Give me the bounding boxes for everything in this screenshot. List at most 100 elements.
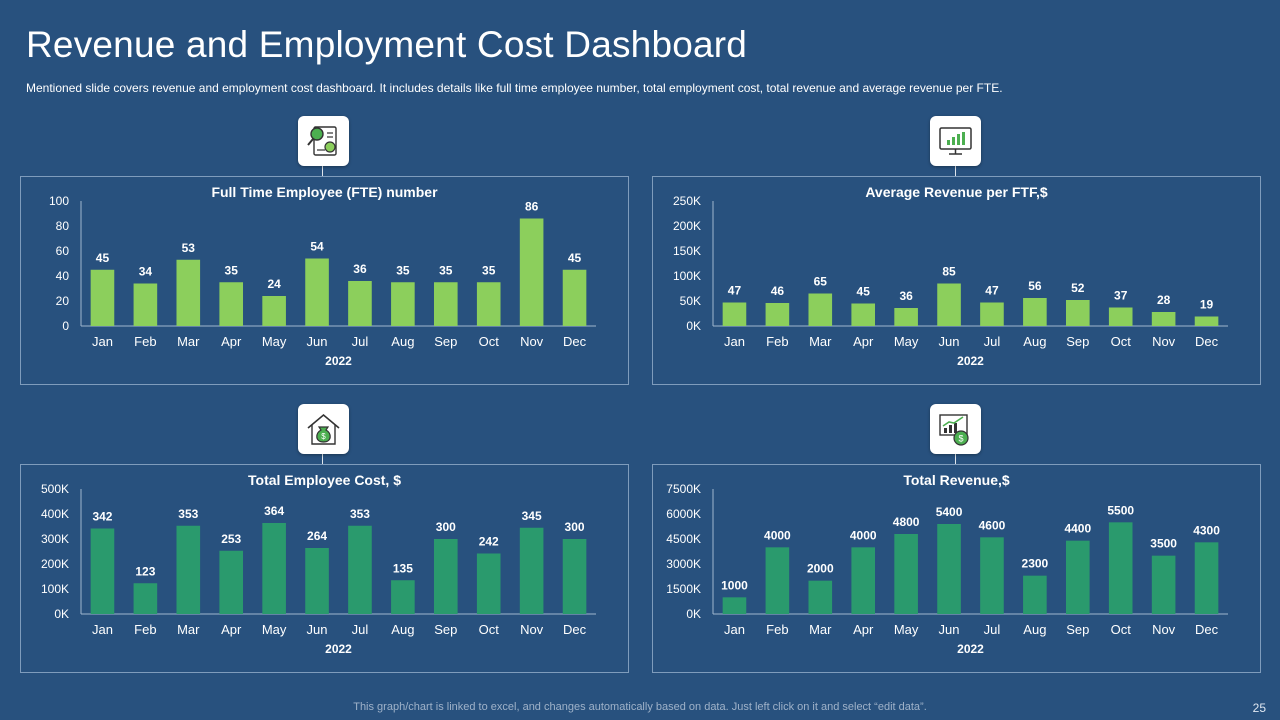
chart-panel-avg-revenue: Average Revenue per FTF,$ 0K 50K 100K 150K 20… (652, 176, 1261, 385)
bar (391, 580, 415, 614)
x-tick-label: Aug (391, 334, 414, 349)
data-label: 24 (267, 277, 281, 291)
data-label: 3500 (1150, 537, 1177, 551)
icon-connector (322, 454, 323, 465)
y-tick-label: 3000K (666, 557, 701, 571)
data-label: 123 (135, 564, 155, 578)
data-label: 35 (482, 263, 496, 277)
bar (519, 218, 544, 326)
x-tick-label: Aug (1023, 622, 1046, 637)
data-label: 37 (1114, 289, 1128, 303)
data-label: 34 (139, 265, 153, 279)
bar (937, 283, 961, 326)
data-label: 35 (396, 263, 410, 277)
chart-panel-total-revenue: Total Revenue,$ 0K 1500K 3000K 4500K 6000K 750… (652, 464, 1261, 673)
x-tick-label: Oct (479, 622, 500, 637)
bar (476, 282, 501, 326)
x-tick-label: Jan (724, 334, 745, 349)
bar (894, 534, 918, 614)
x-tick-label: May (894, 334, 919, 349)
bar (219, 550, 244, 614)
x-tick-label: Aug (1023, 334, 1046, 349)
x-tick-label: Feb (134, 622, 156, 637)
y-tick-label: 200K (673, 219, 701, 233)
x-tick-label: Nov (1152, 622, 1176, 637)
data-label: 85 (942, 265, 956, 279)
bar (433, 539, 458, 614)
bar (1023, 298, 1047, 326)
bar (90, 528, 115, 614)
bar (133, 283, 158, 326)
bar (980, 302, 1004, 326)
bar (722, 597, 747, 614)
x-tick-label: Apr (853, 334, 874, 349)
y-tick-label: 100 (49, 194, 69, 208)
x-tick-label: Feb (766, 622, 788, 637)
bar (1065, 300, 1090, 326)
chart-title: Full Time Employee (FTE) number (211, 184, 438, 200)
svg-text:$: $ (321, 432, 326, 441)
x-tick-label: Aug (391, 622, 414, 637)
data-label: 52 (1071, 281, 1085, 295)
y-tick-label: 0K (54, 607, 69, 621)
data-label: 4800 (893, 515, 920, 529)
bar (262, 523, 286, 614)
bar (305, 258, 329, 326)
data-label: 253 (221, 532, 241, 546)
data-label: 54 (310, 240, 324, 254)
icon-connector (955, 166, 956, 177)
y-tick-label: 250K (673, 194, 701, 208)
bar (391, 282, 415, 326)
bar (765, 303, 790, 326)
data-label: 135 (393, 561, 413, 575)
bar (1151, 312, 1176, 326)
bar (1023, 575, 1047, 614)
icon-connector (955, 454, 956, 465)
y-tick-label: 7500K (666, 482, 701, 496)
x-tick-label: Jun (307, 334, 328, 349)
data-label: 5500 (1107, 503, 1134, 517)
data-label: 47 (985, 284, 999, 298)
x-axis-label: 2022 (957, 354, 984, 368)
y-tick-label: 300K (41, 532, 69, 546)
data-label: 86 (525, 200, 539, 214)
data-label: 45 (857, 285, 871, 299)
data-label: 35 (225, 263, 239, 277)
chart-title: Average Revenue per FTF,$ (865, 184, 1048, 200)
footer-note: This graph/chart is linked to excel, and… (353, 701, 927, 713)
bar (1065, 540, 1090, 614)
bar (808, 580, 833, 614)
x-tick-label: Jul (984, 334, 1001, 349)
data-label: 47 (728, 284, 742, 298)
y-tick-label: 400K (41, 507, 69, 521)
bar (348, 281, 372, 326)
x-tick-label: May (894, 622, 919, 637)
analytics-report-icon (298, 116, 349, 166)
bar (1108, 522, 1133, 614)
data-label: 1000 (721, 578, 748, 592)
data-label: 36 (353, 262, 367, 276)
page-title: Revenue and Employment Cost Dashboard (26, 24, 748, 65)
x-tick-label: Feb (134, 334, 156, 349)
data-label: 4300 (1193, 523, 1220, 537)
x-tick-label: Mar (177, 622, 200, 637)
x-tick-label: Jul (352, 334, 369, 349)
x-axis-label: 2022 (325, 642, 352, 656)
data-label: 36 (899, 289, 913, 303)
data-label: 353 (178, 507, 198, 521)
y-tick-label: 1500K (666, 582, 701, 596)
data-label: 53 (182, 241, 196, 255)
data-label: 28 (1157, 293, 1171, 307)
y-tick-label: 500K (41, 482, 69, 496)
revenue-growth-icon: $ (930, 404, 981, 454)
y-tick-label: 20 (56, 294, 70, 308)
data-label: 19 (1200, 298, 1214, 312)
bar (219, 282, 244, 326)
icon-connector (322, 166, 323, 177)
x-tick-label: Sep (1066, 622, 1089, 637)
x-tick-label: Apr (853, 622, 874, 637)
bar (176, 525, 201, 614)
data-label: 342 (92, 510, 112, 524)
x-tick-label: Sep (434, 334, 457, 349)
bar (937, 524, 961, 614)
